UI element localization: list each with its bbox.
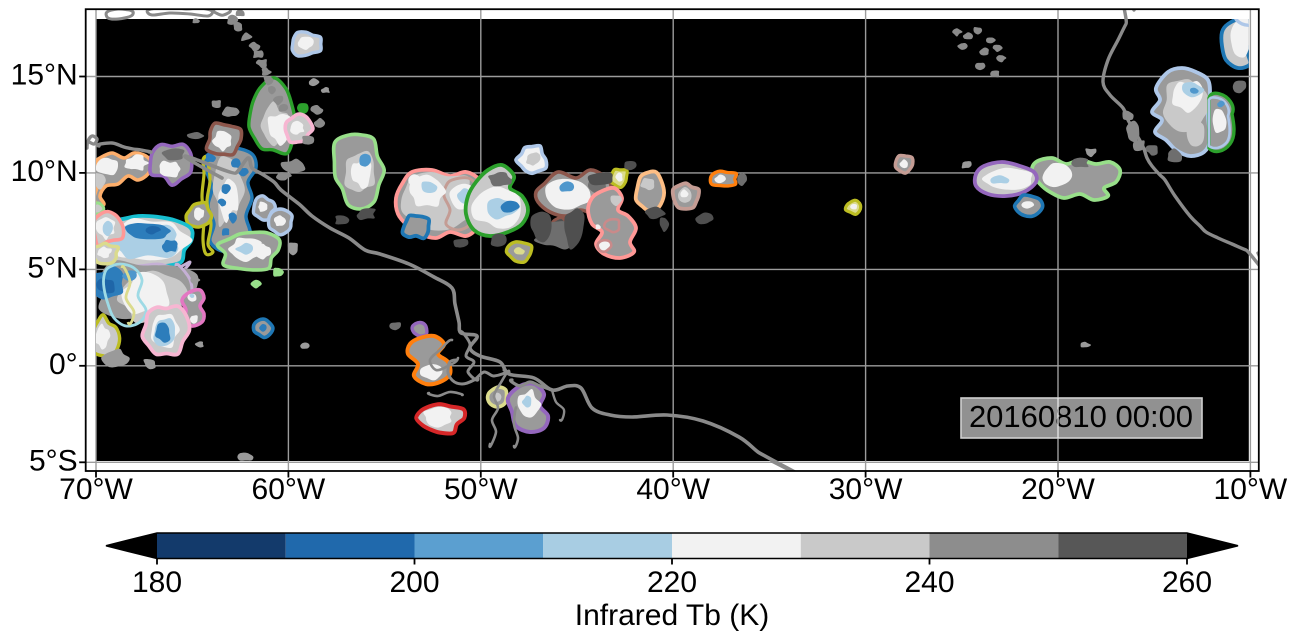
svg-text:10°W: 10°W [1214,473,1288,506]
svg-text:50°W: 50°W [444,473,518,506]
svg-text:5°N: 5°N [27,251,77,284]
svg-text:15°N: 15°N [11,59,78,92]
svg-text:0°: 0° [49,348,78,381]
svg-text:5°S: 5°S [29,444,78,477]
svg-text:60°W: 60°W [252,473,326,506]
svg-text:180: 180 [132,566,182,599]
svg-text:70°W: 70°W [59,473,133,506]
svg-text:240: 240 [904,566,954,599]
svg-text:220: 220 [647,566,697,599]
svg-text:200: 200 [389,566,439,599]
svg-text:20160810 00:00: 20160810 00:00 [969,399,1193,434]
svg-text:Infrared Tb (K): Infrared Tb (K) [575,599,770,632]
svg-text:10°N: 10°N [11,155,78,188]
svg-text:20°W: 20°W [1021,473,1095,506]
svg-text:260: 260 [1162,566,1212,599]
svg-text:30°W: 30°W [829,473,903,506]
svg-text:40°W: 40°W [636,473,710,506]
